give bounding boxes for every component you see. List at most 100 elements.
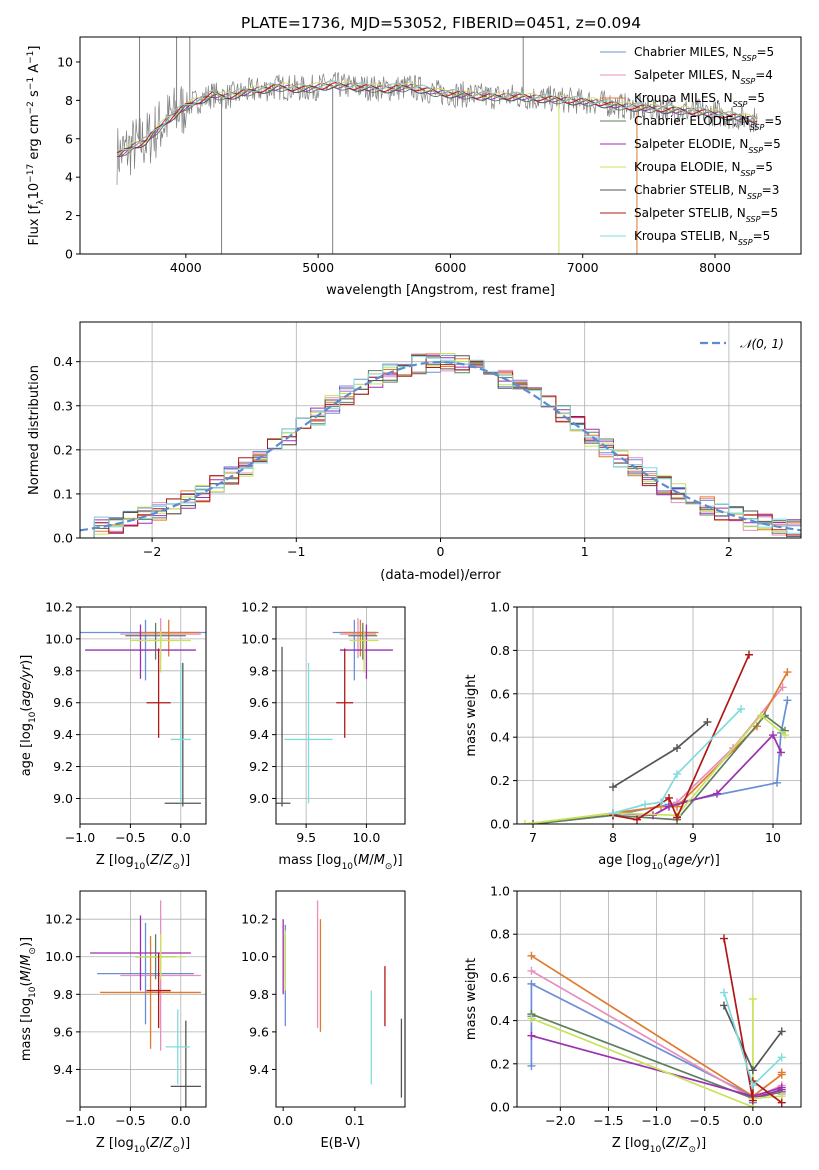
y-axis-label: age [log10(age/yr)] — [19, 655, 38, 777]
model-spectrum-8 — [116, 80, 758, 151]
y-tick-label: 9.4 — [249, 1062, 269, 1077]
y-axis-label: mass weight — [464, 958, 479, 1040]
y-tick-label: 9.2 — [249, 759, 269, 774]
y-tick-label: 10.2 — [45, 600, 73, 615]
x-tick-label: 4000 — [170, 260, 202, 275]
weight-marker-4 — [713, 789, 721, 798]
y-tick-label: 0 — [65, 247, 73, 262]
y-tick-label: 0.2 — [53, 442, 73, 457]
y-tick-label: 0.0 — [490, 1100, 510, 1115]
y-tick-label: 0.4 — [490, 730, 510, 745]
legend-label: 𝒩(0, 1) — [740, 337, 784, 351]
y-tick-label: 10.0 — [45, 631, 73, 646]
x-tick-label: 2 — [725, 544, 733, 559]
plot-area — [276, 618, 393, 807]
x-tick-label: 8000 — [699, 260, 731, 275]
weight-marker-6 — [719, 1001, 728, 1010]
x-tick-label: −1.0 — [65, 1113, 95, 1128]
weight-marker-8 — [748, 1081, 757, 1090]
weight-marker-6 — [748, 1066, 757, 1075]
axes-frame — [79, 890, 207, 1108]
weight-marker-8 — [673, 770, 681, 779]
axes-frame — [79, 606, 207, 825]
plot-area — [282, 900, 403, 1098]
x-tick-label: 0.0 — [743, 1113, 763, 1128]
weight-marker-5 — [748, 995, 757, 1003]
weight-line-7 — [723, 938, 783, 1104]
weight-line-2 — [532, 671, 789, 824]
y-tick-label: 0.8 — [490, 643, 510, 658]
x-axis-label: Z [log10(Z/Z⊙)] — [612, 1136, 706, 1155]
x-tick-label: −0.5 — [115, 1113, 145, 1128]
x-tick-label: 0 — [437, 544, 445, 559]
weight-marker-7 — [665, 793, 673, 802]
axes-frame — [275, 606, 406, 825]
x-tick-label: 9.5 — [296, 830, 316, 845]
y-tick-label: 6 — [65, 131, 73, 146]
weight-marker-0 — [527, 979, 536, 988]
weight-marker-7 — [673, 813, 681, 822]
x-tick-label: −2.0 — [545, 1113, 575, 1128]
y-tick-label: 9.6 — [249, 1024, 269, 1039]
weight-marker-8 — [777, 1053, 786, 1062]
x-tick-label: −1.0 — [65, 830, 95, 845]
legend-label: Chabrier MILES, NSSP=5 — [634, 45, 774, 63]
weight-marker-1 — [778, 683, 787, 692]
y-tick-label: 9.8 — [53, 663, 73, 678]
x-tick-label: 0.0 — [171, 830, 191, 845]
y-tick-label: 9.2 — [53, 759, 73, 774]
legend-label: Kroupa MILES, NSSP=5 — [634, 91, 765, 109]
panel-mass-weight-vs-age: 7 8 9 10 0.0 0.2 0.4 0.6 0.8 1.0 age [log10(age/yr… — [464, 600, 802, 872]
y-tick-label: 10.0 — [241, 949, 269, 964]
y-tick-label: 9.4 — [53, 1062, 73, 1077]
x-tick-label: 9 — [689, 830, 697, 845]
axes-frame — [275, 890, 406, 1108]
y-tick-label: 0.6 — [490, 686, 510, 701]
weight-marker-7 — [633, 815, 641, 824]
weight-marker-8 — [719, 988, 728, 997]
panel-spectrum: 4000 5000 6000 7000 8000 0 2 4 6 8 10 wavelength [A… — [26, 36, 802, 298]
histogram-7 — [80, 355, 801, 538]
weight-marker-8 — [737, 704, 745, 713]
y-tick-label: 9.6 — [53, 1024, 73, 1039]
weight-marker-4 — [777, 748, 785, 757]
weight-marker-6 — [777, 1027, 786, 1036]
legend-label: Salpeter ELODIE, NSSP=5 — [634, 137, 781, 155]
figure-title: PLATE=1736, MJD=53052, FIBERID=0451, z=0… — [241, 14, 641, 32]
y-tick-label: 9.6 — [53, 695, 73, 710]
y-tick-label: 9.4 — [53, 727, 73, 742]
legend-label: Salpeter STELIB, NSSP=5 — [634, 206, 778, 224]
x-tick-label: 6000 — [435, 260, 467, 275]
weight-marker-3 — [529, 820, 537, 824]
x-tick-label: −0.5 — [115, 830, 145, 845]
plot-area — [80, 618, 206, 807]
y-tick-label: 9.8 — [249, 987, 269, 1002]
panel-age-vs-mass: 9.5 10.0 9.0 9.2 9.4 9.6 9.8 10.0 10.2 mass [log1… — [241, 600, 406, 872]
weight-marker-8 — [641, 800, 649, 809]
panel-age-vs-Z: −1.0 −0.5 0.0 9.0 9.2 9.4 9.6 9.8 10.0 10.2 Z [log… — [19, 600, 207, 872]
x-tick-label: 0.0 — [171, 1113, 191, 1128]
y-tick-label: 0.2 — [490, 773, 510, 788]
plot-area — [521, 650, 792, 824]
y-tick-label: 1.0 — [490, 600, 510, 615]
panel-mass-vs-ebv: 0.0 0.1 9.4 9.6 9.8 10.0 10.2 E(B-V) — [241, 890, 406, 1151]
weight-marker-0 — [773, 778, 781, 787]
x-tick-label: −1.0 — [641, 1113, 671, 1128]
y-tick-label: 0.1 — [53, 486, 73, 501]
x-axis-label: E(B-V) — [320, 1136, 360, 1151]
y-tick-label: 9.8 — [53, 987, 73, 1002]
x-axis-label: mass [log10(M/M⊙)] — [278, 853, 402, 872]
weight-marker-4 — [769, 731, 777, 740]
weight-marker-8 — [657, 798, 665, 807]
x-tick-label: 5000 — [302, 260, 334, 275]
x-tick-label: 10 — [765, 830, 781, 845]
legend: Chabrier MILES, NSSP=5 Salpeter MILES, NS… — [600, 45, 782, 247]
weight-marker-2 — [777, 1068, 786, 1077]
weight-marker-7 — [748, 1096, 757, 1105]
x-axis-label: Z [log10(Z/Z⊙)] — [96, 1136, 190, 1155]
y-tick-label: 2 — [65, 208, 73, 223]
y-tick-label: 10.2 — [241, 912, 269, 927]
y-tick-label: 10.2 — [45, 912, 73, 927]
normal-curve — [80, 360, 801, 532]
